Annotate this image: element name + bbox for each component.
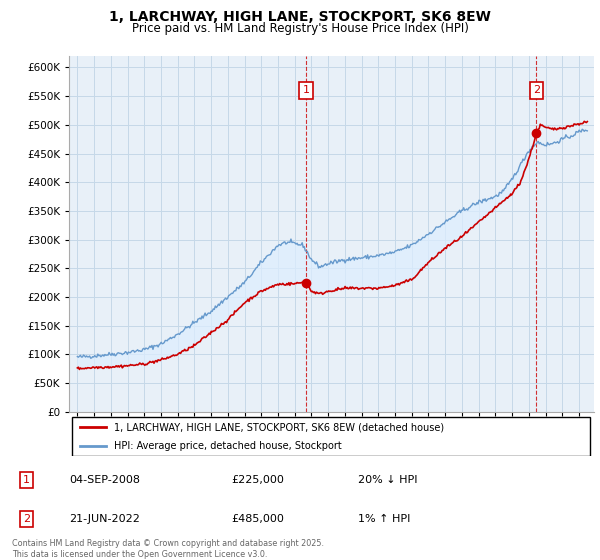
Text: Price paid vs. HM Land Registry's House Price Index (HPI): Price paid vs. HM Land Registry's House … (131, 22, 469, 35)
Text: 1% ↑ HPI: 1% ↑ HPI (358, 514, 410, 524)
Text: 21-JUN-2022: 21-JUN-2022 (70, 514, 140, 524)
Text: HPI: Average price, detached house, Stockport: HPI: Average price, detached house, Stoc… (113, 441, 341, 451)
Text: 04-SEP-2008: 04-SEP-2008 (70, 475, 140, 485)
Text: Contains HM Land Registry data © Crown copyright and database right 2025.
This d: Contains HM Land Registry data © Crown c… (12, 539, 324, 559)
Text: 1, LARCHWAY, HIGH LANE, STOCKPORT, SK6 8EW (detached house): 1, LARCHWAY, HIGH LANE, STOCKPORT, SK6 8… (113, 422, 444, 432)
Text: 20% ↓ HPI: 20% ↓ HPI (358, 475, 417, 485)
Text: 2: 2 (533, 86, 540, 95)
Text: £485,000: £485,000 (231, 514, 284, 524)
Text: 2: 2 (23, 514, 30, 524)
Text: 1: 1 (302, 86, 310, 95)
Text: 1, LARCHWAY, HIGH LANE, STOCKPORT, SK6 8EW: 1, LARCHWAY, HIGH LANE, STOCKPORT, SK6 8… (109, 10, 491, 24)
Text: £225,000: £225,000 (231, 475, 284, 485)
FancyBboxPatch shape (71, 417, 590, 456)
Text: 1: 1 (23, 475, 30, 485)
